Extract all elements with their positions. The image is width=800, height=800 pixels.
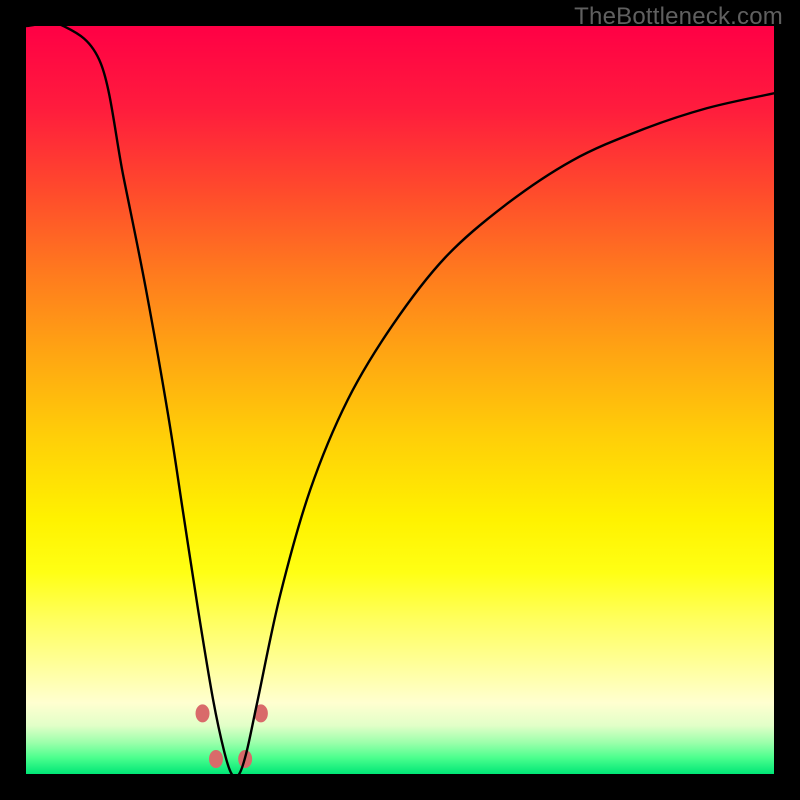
- chart-plot-area: [26, 26, 774, 774]
- chart-background-gradient: [26, 26, 774, 774]
- chart-svg: [26, 26, 774, 774]
- watermark-text: TheBottleneck.com: [574, 3, 783, 31]
- curve-marker: [196, 704, 210, 722]
- curve-marker: [209, 750, 223, 768]
